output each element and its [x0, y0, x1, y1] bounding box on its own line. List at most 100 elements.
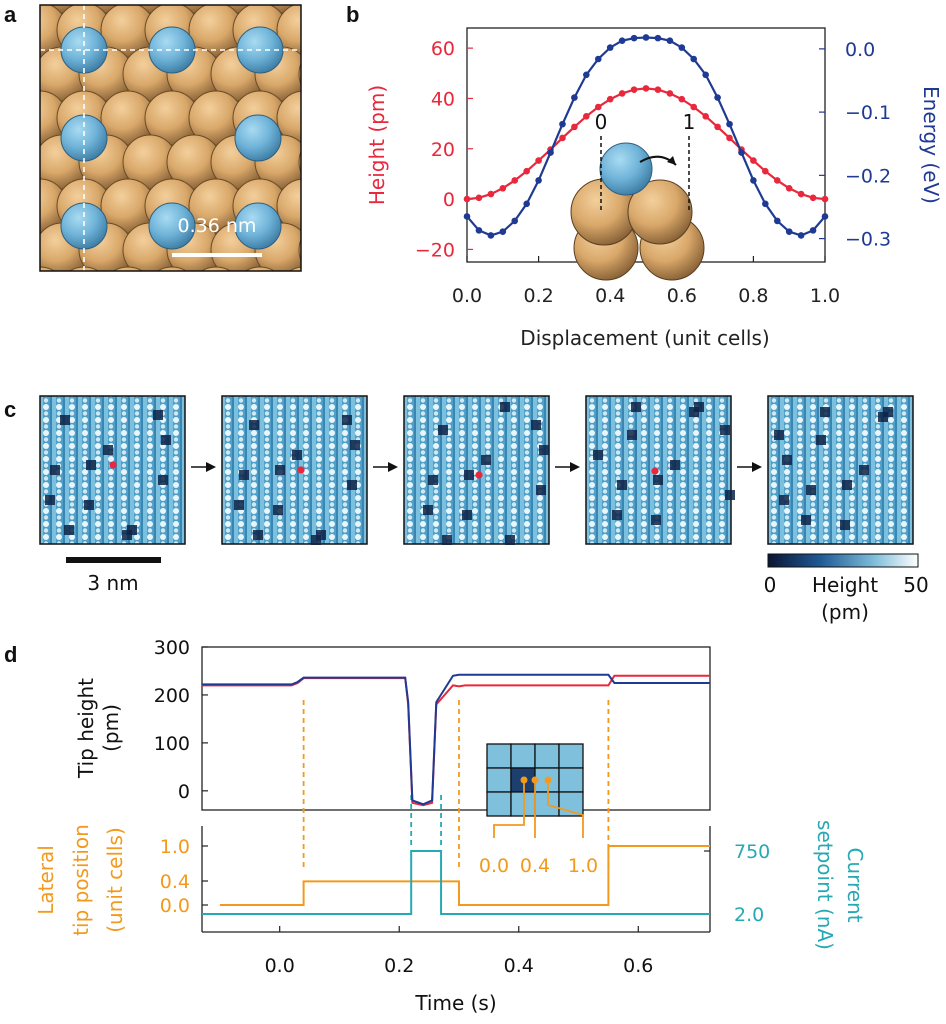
vacancy-spot — [161, 435, 171, 445]
vacancy-spot — [820, 407, 830, 417]
vacancy-spot — [842, 480, 852, 490]
vacancy-spot — [612, 510, 622, 520]
energy-point — [606, 44, 614, 51]
height-point — [690, 103, 698, 111]
surface-atom — [40, 57, 46, 91]
height-point — [618, 90, 626, 97]
height-point — [797, 190, 805, 198]
top-ylabel-line1: Tip height — [74, 678, 98, 779]
vacancy-spot — [442, 535, 452, 545]
surface-atoms — [35, 5, 397, 365]
x-tick-label: 0.8 — [738, 285, 768, 307]
d-x-tick-label: 0.2 — [384, 955, 414, 977]
energy-point — [559, 120, 566, 128]
energy-point — [821, 213, 829, 220]
left-axis-label: Height (pm) — [365, 85, 389, 205]
surface-atom — [343, 311, 397, 365]
vacancy-spot — [292, 450, 302, 460]
surface-atom — [276, 178, 301, 234]
lateral-label-line2: tip position — [69, 824, 93, 936]
vacancy-spot — [670, 460, 680, 470]
vacancy-spot — [689, 407, 699, 417]
energy-point — [738, 149, 745, 156]
inset-adatom — [599, 142, 653, 196]
colorbar-title: Height — [812, 573, 878, 597]
energy-point — [809, 227, 817, 234]
height-point — [678, 95, 686, 103]
vacancy-spot — [423, 505, 433, 515]
tip-height-series — [202, 673, 710, 807]
height-point — [750, 157, 757, 164]
surface-atom — [298, 238, 301, 262]
vacancy-spot — [536, 485, 546, 495]
panel-label-c: c — [4, 397, 16, 422]
d-top-frame — [201, 646, 711, 811]
stm-frame — [585, 395, 732, 545]
vacancy-spot — [60, 415, 70, 425]
energy-point — [785, 228, 793, 235]
tip-position-marker — [475, 471, 483, 479]
energy-point — [630, 34, 638, 42]
tip-position-marker — [297, 466, 305, 474]
surface-atom — [40, 145, 46, 179]
panel-a-frame — [39, 4, 302, 272]
vacancy-spot — [342, 415, 352, 425]
inset-label-1: 1 — [683, 110, 696, 134]
inset-position-label: 1.0 — [568, 855, 598, 877]
height-point — [785, 184, 793, 192]
d-x-tick-label: 0.6 — [623, 955, 653, 977]
surface-atom — [244, 266, 276, 271]
vacancy-spot — [631, 402, 641, 412]
energy-point — [583, 71, 590, 79]
vacancy-spot — [45, 495, 55, 505]
right-axis-label: Energy (eV) — [919, 86, 943, 204]
current-tick-label: 750 — [734, 841, 770, 863]
height-point — [773, 177, 781, 184]
lateral-position-inset: 0.0 0.4 1.0 — [479, 743, 598, 877]
panel-b-series — [463, 34, 829, 239]
left-tick-label: −20 — [415, 239, 455, 261]
top-y-tick-label: 300 — [154, 637, 190, 659]
energy-point — [654, 34, 662, 42]
inset-position-label: 0.4 — [520, 855, 550, 877]
vacancy-spot — [725, 490, 735, 500]
inset-grid-cell — [486, 791, 512, 817]
vacancy-spot — [627, 430, 637, 440]
colorbar-min: 0 — [764, 573, 777, 597]
inset-grid-cell — [510, 743, 536, 769]
surface-atom — [200, 266, 232, 271]
sequence-arrow-head — [570, 462, 580, 472]
panel-a-atomic-model: 0.36 nm — [35, 4, 397, 365]
sequence-arrow-head — [206, 462, 216, 472]
energy-point — [475, 227, 483, 234]
left-tick-label: 60 — [431, 38, 455, 60]
scale-bar-label: 0.36 nm — [178, 215, 257, 237]
vacancy-spot — [774, 430, 784, 440]
adatom — [234, 114, 282, 162]
inset-grid-cell — [486, 743, 512, 769]
inset-grid-cell — [486, 767, 512, 793]
d-x-axis-label: Time (s) — [414, 991, 496, 1015]
vacancy-spot — [464, 470, 474, 480]
height-point — [523, 167, 530, 175]
height-point — [487, 190, 495, 198]
surface-atom — [276, 90, 301, 146]
vacancy-spot — [531, 420, 541, 430]
energy-point — [666, 37, 674, 44]
vacancy-spot — [239, 470, 249, 480]
vacancy-spot — [481, 455, 491, 465]
surface-atom — [35, 311, 89, 365]
energy-point — [499, 228, 507, 235]
surface-atom — [40, 233, 46, 267]
vacancy-spot — [878, 412, 888, 422]
hop-arrow-head — [667, 156, 676, 165]
vacancy-spot — [122, 530, 132, 540]
height-point — [475, 194, 483, 202]
vacancy-spot — [350, 440, 360, 450]
adatom — [234, 202, 282, 250]
x-tick-label: 1.0 — [810, 285, 840, 307]
tip-position-marker — [651, 467, 659, 475]
position-tick-label: 1.0 — [160, 836, 190, 858]
lateral-label-line1: Lateral — [34, 845, 58, 915]
energy-point — [678, 44, 686, 51]
